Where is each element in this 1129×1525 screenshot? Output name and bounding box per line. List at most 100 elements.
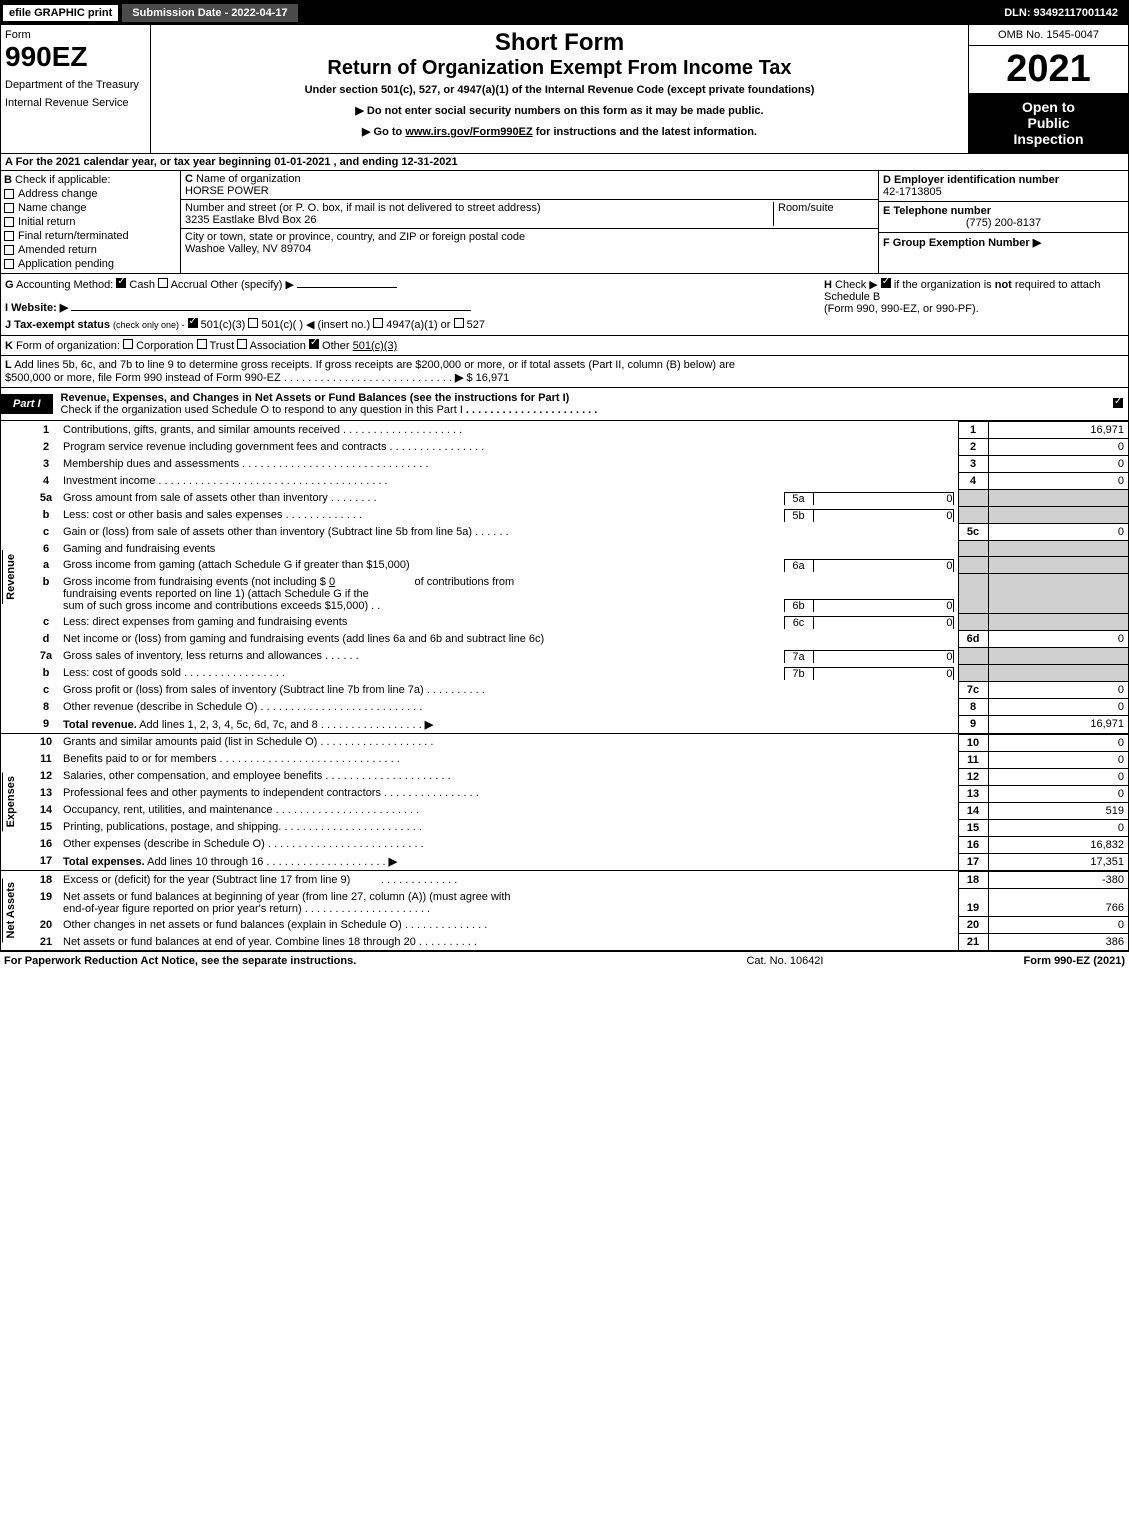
g-accrual: Accrual	[171, 279, 208, 291]
checkbox-assoc[interactable]	[237, 339, 247, 349]
g-cash: Cash	[129, 279, 155, 291]
part1-subtitle: Check if the organization used Schedule …	[61, 404, 463, 416]
opt-initial[interactable]: Initial return	[4, 216, 177, 228]
revenue-label: Revenue	[2, 550, 19, 604]
open-line1: Open to	[975, 99, 1122, 115]
section-c: C Name of organization HORSE POWER Numbe…	[181, 171, 878, 273]
section-b-left: B Check if applicable: Address change Na…	[1, 171, 181, 273]
dept-treasury: Department of the Treasury	[5, 79, 146, 91]
k-assoc: Association	[250, 340, 306, 352]
i-row: I Website: ▶	[5, 301, 824, 314]
note-ssn: ▶ Do not enter social security numbers o…	[159, 104, 960, 117]
expenses-label: Expenses	[2, 772, 19, 831]
d-label: D Employer identification number	[883, 174, 1059, 186]
h-label: H	[824, 279, 832, 291]
c-city-row: City or town, state or province, country…	[181, 229, 878, 257]
checkbox-trust[interactable]	[197, 339, 207, 349]
l-text1: Add lines 5b, 6c, and 7b to line 9 to de…	[14, 359, 735, 371]
checkbox-corp[interactable]	[123, 339, 133, 349]
e-row: E Telephone number (775) 200-8137	[879, 202, 1128, 233]
checkbox-icon	[4, 203, 14, 213]
k-other: Other	[322, 340, 350, 352]
footer-right: Form 990-EZ (2021)	[1024, 955, 1126, 967]
footer-center: Cat. No. 10642I	[746, 955, 823, 967]
footer-left: For Paperwork Reduction Act Notice, see …	[4, 955, 746, 967]
g-text: Accounting Method:	[16, 279, 113, 291]
checkbox-icon	[4, 259, 14, 269]
checkbox-501c3-checked[interactable]	[188, 318, 198, 328]
j-501c: 501(c)( ) ◀ (insert no.)	[261, 319, 370, 331]
f-arrow: ▶	[1033, 237, 1041, 249]
omb-number: OMB No. 1545-0047	[969, 25, 1128, 46]
form-number: 990EZ	[5, 41, 146, 73]
note-goto: ▶ Go to www.irs.gov/Form990EZ for instru…	[159, 125, 960, 138]
f-label: F Group Exemption Number	[883, 237, 1030, 249]
section-gij-left: G Accounting Method: Cash Accrual Other …	[5, 278, 824, 331]
e-label: E Telephone number	[883, 205, 991, 217]
netassets-label: Net Assets	[2, 878, 19, 942]
subtitle: Under section 501(c), 527, or 4947(a)(1)…	[159, 84, 960, 96]
opt-final[interactable]: Final return/terminated	[4, 230, 177, 242]
k-other-val: 501(c)(3)	[353, 340, 398, 352]
j-4947: 4947(a)(1) or	[386, 319, 450, 331]
phone-value: (775) 200-8137	[883, 217, 1124, 229]
part1-check	[1108, 398, 1128, 411]
b-label: B	[4, 174, 12, 186]
l-val: $ 16,971	[466, 372, 509, 384]
g-other-fill[interactable]	[297, 287, 397, 288]
expenses-table: 10Grants and similar amounts paid (list …	[19, 734, 1128, 871]
title-short-form: Short Form	[159, 29, 960, 57]
l-text2: $500,000 or more, file Form 990 instead …	[5, 372, 281, 384]
j-label: J Tax-exempt status	[5, 319, 110, 331]
form-container: efile GRAPHIC print Submission Date - 20…	[0, 0, 1129, 952]
opt-name[interactable]: Name change	[4, 202, 177, 214]
checkbox-h-checked[interactable]	[881, 278, 891, 288]
j-527: 527	[467, 319, 485, 331]
checkbox-schedo-checked[interactable]	[1113, 398, 1123, 408]
ein-value: 42-1713805	[883, 186, 942, 198]
k-trust: Trust	[209, 340, 234, 352]
section-a: A For the 2021 calendar year, or tax yea…	[1, 154, 1128, 171]
g-label: G	[5, 279, 14, 291]
j-row: J Tax-exempt status (check only one) - 5…	[5, 318, 824, 331]
revenue-section: Revenue 1Contributions, gifts, grants, a…	[1, 421, 1128, 734]
netassets-table: 18Excess or (deficit) for the year (Subt…	[19, 871, 1128, 950]
g-other: Other (specify) ▶	[210, 279, 294, 291]
g-row: G Accounting Method: Cash Accrual Other …	[5, 278, 824, 291]
title-return: Return of Organization Exempt From Incom…	[159, 57, 960, 80]
opt-pending[interactable]: Application pending	[4, 258, 177, 270]
efile-label: efile GRAPHIC print	[1, 3, 120, 23]
checkbox-accrual[interactable]	[158, 278, 168, 288]
netassets-vert: Net Assets	[1, 871, 19, 950]
checkbox-cash-checked[interactable]	[116, 278, 126, 288]
opt-amended[interactable]: Amended return	[4, 244, 177, 256]
top-bar: efile GRAPHIC print Submission Date - 20…	[1, 1, 1128, 25]
checkbox-icon	[4, 231, 14, 241]
c-name-label: Name of organization	[196, 173, 301, 185]
expenses-vert: Expenses	[1, 734, 19, 871]
room-suite: Room/suite	[774, 202, 874, 226]
checkbox-other-checked[interactable]	[309, 339, 319, 349]
org-city: Washoe Valley, NV 89704	[185, 243, 311, 255]
k-corp: Corporation	[136, 340, 193, 352]
part1-title: Revenue, Expenses, and Changes in Net As…	[53, 388, 1108, 420]
checkbox-icon	[4, 189, 14, 199]
netassets-section: Net Assets 18Excess or (deficit) for the…	[1, 871, 1128, 951]
k-text: Form of organization:	[16, 340, 120, 352]
website-fill[interactable]	[71, 310, 471, 311]
l-label: L	[5, 359, 12, 371]
checkbox-4947[interactable]	[373, 318, 383, 328]
part1-header: Part I Revenue, Expenses, and Changes in…	[1, 388, 1128, 421]
open-public-badge: Open to Public Inspection	[969, 93, 1128, 153]
c-name-row: C Name of organization HORSE POWER	[181, 171, 878, 200]
opt-address[interactable]: Address change	[4, 188, 177, 200]
checkbox-527[interactable]	[454, 318, 464, 328]
header-center: Short Form Return of Organization Exempt…	[151, 25, 968, 153]
part1-tab: Part I	[1, 394, 53, 414]
checkbox-501c[interactable]	[248, 318, 258, 328]
dept-irs: Internal Revenue Service	[5, 97, 146, 109]
c-addr-label: Number and street (or P. O. box, if mail…	[185, 202, 541, 214]
section-ghij: G Accounting Method: Cash Accrual Other …	[1, 274, 1128, 336]
j-501c3: 501(c)(3)	[201, 319, 246, 331]
header-section: Form 990EZ Department of the Treasury In…	[1, 25, 1128, 154]
